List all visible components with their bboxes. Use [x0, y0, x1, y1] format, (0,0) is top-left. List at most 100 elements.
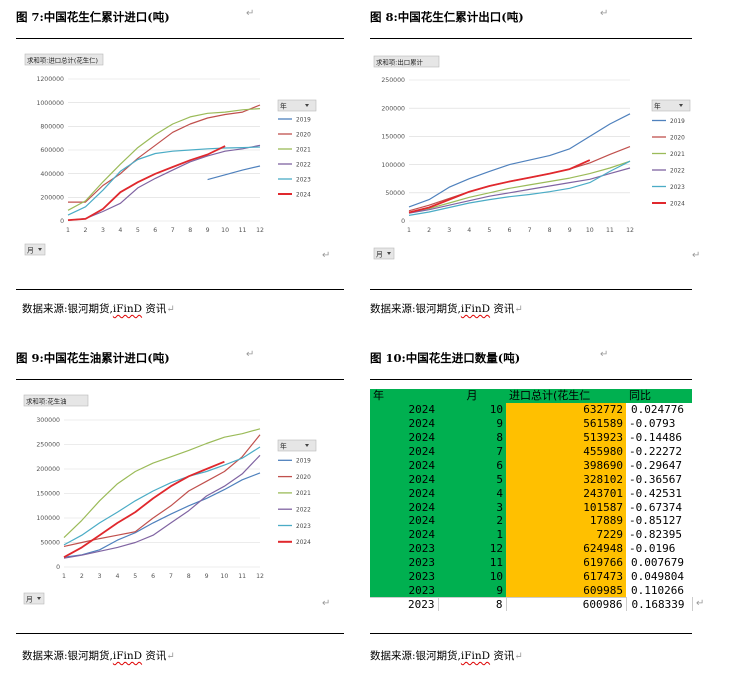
legend-label-2023: 2023 — [670, 185, 685, 191]
table-cell: 7229 — [506, 527, 626, 542]
table-cell: 600986 — [506, 596, 627, 612]
table-row: 2024 9 561589 -0.0793 — [370, 416, 692, 431]
axis-field-button: 月 — [24, 243, 46, 256]
series-line-2021 — [408, 160, 631, 214]
x-tick-label: 8 — [187, 573, 191, 580]
table-cell: 609985 — [506, 583, 626, 598]
legend-label-2022: 2022 — [296, 508, 311, 514]
fig9-top-rule — [16, 379, 344, 380]
table-row: 2024 1 7229 -0.82395 — [370, 527, 692, 542]
table-cell: 17889 — [506, 514, 626, 528]
series-line-2022 — [67, 144, 261, 221]
y-tick-label: 0 — [401, 218, 405, 225]
table-cell: 5 — [438, 472, 506, 487]
legend-label-2020: 2020 — [296, 475, 311, 481]
y-tick-label: 50000 — [40, 540, 60, 547]
fig8-source: 数据来源:银河期货,iFinD 资讯↵ — [370, 303, 523, 315]
table-cell: -0.85127 — [626, 514, 692, 528]
y-tick-label: 50000 — [385, 190, 405, 197]
import-quantity-table: 年月进口总计(花生仁 同比 2024 10 632772 0.024776 2024 9 561… — [370, 389, 693, 612]
y-tick-label: 150000 — [36, 491, 60, 498]
x-tick-label: 2 — [80, 573, 84, 580]
x-tick-label: 10 — [586, 227, 594, 234]
fig7-bottom-rule — [16, 289, 344, 290]
table-cell: 2024 — [370, 458, 438, 473]
axis-field-label: 月 — [376, 251, 383, 259]
legend-label-2019: 2019 — [670, 119, 685, 125]
x-tick-label: 11 — [239, 227, 247, 234]
table-cell: 8 — [438, 430, 506, 445]
legend-label-2021: 2021 — [670, 152, 685, 158]
y-axis: 0 50000 100000 150000 200000 250000 300000 — [36, 417, 60, 571]
table-row: 2024 10 632772 0.024776 — [370, 402, 692, 417]
field-button: 求和项:进口总计(花生仁) — [24, 53, 104, 66]
y-tick-label: 200000 — [381, 105, 405, 112]
fig8-title: 图 8:中国花生仁累计出口(吨) — [370, 10, 524, 24]
axis-field-label: 月 — [26, 596, 33, 604]
fig9-source: 数据来源:银河期货,iFinD 资讯↵ — [22, 650, 175, 662]
x-tick-label: 10 — [220, 573, 228, 580]
x-tick-label: 8 — [548, 227, 552, 234]
fig8-top-rule — [370, 38, 692, 39]
table-cell: 561589 — [506, 416, 626, 431]
table-cell: -0.82395 — [626, 527, 692, 542]
return-mark: ↵ — [322, 250, 331, 261]
table-cell: 455980 — [506, 444, 626, 459]
series-line-2022 — [408, 167, 631, 214]
fig7-chart: 求和项:进口总计(花生仁) 月 年 2019 2020 2021 2022 2023 2024 0… — [20, 48, 320, 263]
legend-label-2019: 2019 — [296, 117, 311, 123]
table-cell: 2024 — [370, 416, 438, 431]
field-button-label: 求和项:花生油 — [26, 397, 67, 406]
fig9-title: 图 9:中国花生油累计进口(吨) — [16, 351, 170, 365]
table-cell: 2024 — [370, 444, 438, 459]
x-tick-label: 4 — [115, 573, 119, 580]
x-tick-label: 11 — [238, 573, 246, 580]
table-cell: 9 — [438, 583, 506, 598]
x-tick-label: 7 — [169, 573, 173, 580]
y-tick-label: 200000 — [40, 195, 64, 202]
table-row: 2024 3 101587 -0.67374 — [370, 500, 692, 515]
table-header-cell: 同比 — [626, 389, 692, 403]
return-mark: ↵ — [696, 598, 705, 609]
y-tick-label: 0 — [60, 218, 64, 225]
legend-label-2024: 2024 — [296, 540, 311, 546]
legend-label-2019: 2019 — [296, 459, 311, 465]
x-tick-label: 3 — [98, 573, 102, 580]
fig9-bottom-rule — [16, 633, 344, 634]
x-tick-label: 9 — [568, 227, 572, 234]
table-row: 2023 11 619766 0.007679 — [370, 555, 692, 570]
legend-label-2021: 2021 — [296, 491, 311, 497]
series-line-2024 — [408, 159, 591, 214]
y-tick-label: 1000000 — [36, 100, 64, 107]
table-cell: 328102 — [506, 472, 626, 487]
x-axis: 1 2 3 4 5 6 7 8 9 10 11 12 — [62, 573, 264, 580]
table-cell: 513923 — [506, 430, 626, 445]
table-cell: 0.110266 — [626, 583, 692, 598]
x-tick-label: 12 — [256, 573, 264, 580]
legend-label-2022: 2022 — [296, 162, 311, 168]
x-tick-label: 4 — [118, 227, 122, 234]
x-axis: 1 2 3 4 5 6 7 8 9 10 11 12 — [66, 227, 264, 234]
x-tick-label: 6 — [153, 227, 157, 234]
legend-label-2024: 2024 — [296, 192, 311, 198]
return-mark: ↵ — [246, 349, 255, 360]
table-cell: 4 — [438, 486, 506, 501]
table-cell: 10 — [438, 402, 506, 417]
legend: 年 2019 2020 2021 2022 2023 2024 — [277, 99, 317, 198]
x-tick-label: 5 — [487, 227, 491, 234]
series-line-2021 — [67, 108, 261, 211]
x-tick-label: 1 — [66, 227, 70, 234]
table-header-row: 年月进口总计(花生仁 同比 — [370, 389, 692, 403]
return-mark: ↵ — [600, 8, 609, 19]
table-cell: 617473 — [506, 569, 626, 584]
fig8-chart: 求和项:出口累计月 年 2019 2020 2021 2022 2023 2024 0 50000… — [372, 48, 692, 263]
table-cell: 2023 — [370, 583, 438, 598]
y-tick-label: 400000 — [40, 171, 64, 178]
table-row: 2024 5 328102 -0.36567 — [370, 472, 692, 487]
y-tick-label: 300000 — [36, 417, 60, 424]
table-cell: 1 — [438, 527, 506, 542]
fig10-top-rule — [370, 379, 692, 380]
x-tick-label: 1 — [407, 227, 411, 234]
table-cell: 6 — [438, 458, 506, 473]
y-tick-label: 100000 — [381, 162, 405, 169]
